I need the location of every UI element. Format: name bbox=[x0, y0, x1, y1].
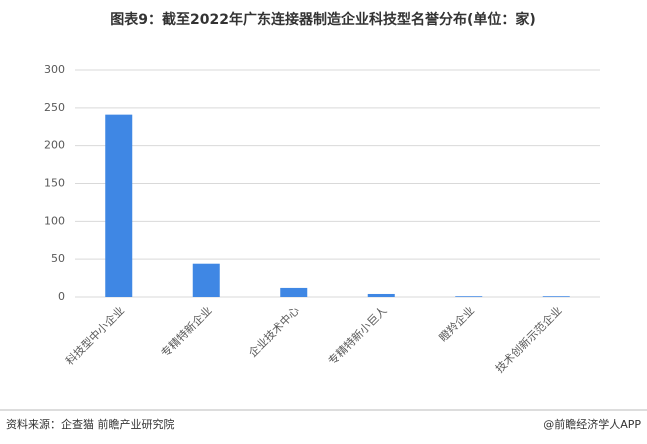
y-tick-label: 200 bbox=[44, 139, 65, 152]
x-tick-label: 技术创新示范企业 bbox=[492, 303, 564, 375]
x-tick-label: 科技型中小企业 bbox=[63, 303, 127, 367]
bar bbox=[455, 296, 483, 297]
x-tick-label: 瞪羚企业 bbox=[436, 303, 477, 344]
bar bbox=[192, 263, 220, 297]
x-tick-label: 专精特新企业 bbox=[158, 303, 215, 360]
x-tick-label: 专精特新小巨人 bbox=[325, 303, 389, 367]
y-tick-label: 100 bbox=[44, 214, 65, 227]
y-tick-label: 50 bbox=[51, 252, 65, 265]
y-tick-label: 250 bbox=[44, 101, 65, 114]
bar bbox=[542, 296, 570, 297]
bar bbox=[280, 287, 308, 297]
source: 资料来源：企查猫 前瞻产业研究院 bbox=[6, 417, 175, 431]
credit: @前瞻经济学人APP bbox=[543, 417, 641, 431]
y-tick-label: 150 bbox=[44, 177, 65, 190]
y-tick-label: 300 bbox=[44, 63, 65, 76]
bar bbox=[367, 293, 395, 297]
x-tick-label: 企业技术中心 bbox=[245, 303, 302, 360]
y-tick-label: 0 bbox=[58, 290, 65, 303]
bar bbox=[105, 114, 133, 297]
chart-title: 图表9：截至2022年广东连接器制造企业科技型名誉分布(单位：家) bbox=[110, 11, 536, 28]
